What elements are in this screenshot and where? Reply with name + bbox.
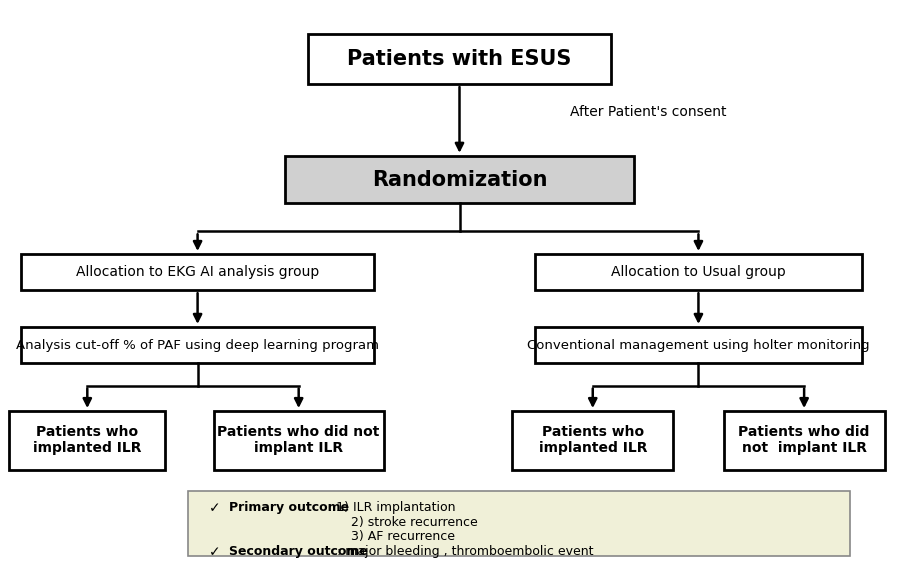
FancyBboxPatch shape	[535, 327, 862, 364]
Text: : major bleeding , thromboembolic event: : major bleeding , thromboembolic event	[337, 545, 594, 558]
Text: Randomization: Randomization	[372, 169, 547, 190]
Text: Patients with ESUS: Patients with ESUS	[347, 49, 572, 69]
Text: Conventional management using holter monitoring: Conventional management using holter mon…	[528, 338, 869, 352]
Text: Primary outcome: Primary outcome	[229, 502, 349, 514]
FancyBboxPatch shape	[188, 491, 850, 555]
Text: : 1) ILR implantation: : 1) ILR implantation	[328, 502, 456, 514]
Text: Allocation to EKG AI analysis group: Allocation to EKG AI analysis group	[76, 265, 319, 279]
Text: ✓: ✓	[209, 502, 221, 515]
Text: 2) stroke recurrence: 2) stroke recurrence	[351, 516, 478, 529]
FancyBboxPatch shape	[724, 411, 884, 470]
Text: Patients who did
not  implant ILR: Patients who did not implant ILR	[739, 425, 869, 456]
FancyBboxPatch shape	[513, 411, 673, 470]
FancyBboxPatch shape	[308, 34, 611, 84]
FancyBboxPatch shape	[9, 411, 165, 470]
FancyBboxPatch shape	[213, 411, 384, 470]
Text: Secondary outcome: Secondary outcome	[229, 545, 368, 558]
Text: Patients who
implanted ILR: Patients who implanted ILR	[539, 425, 647, 456]
Text: 3) AF recurrence: 3) AF recurrence	[351, 531, 455, 544]
Text: Analysis cut-off % of PAF using deep learning program: Analysis cut-off % of PAF using deep lea…	[17, 338, 379, 352]
Text: After Patient's consent: After Patient's consent	[570, 105, 726, 119]
FancyBboxPatch shape	[285, 156, 634, 203]
Text: Allocation to Usual group: Allocation to Usual group	[611, 265, 786, 279]
FancyBboxPatch shape	[20, 327, 375, 364]
Text: Patients who
implanted ILR: Patients who implanted ILR	[33, 425, 142, 456]
FancyBboxPatch shape	[20, 254, 375, 291]
Text: Patients who did not
implant ILR: Patients who did not implant ILR	[218, 425, 380, 456]
FancyBboxPatch shape	[535, 254, 862, 291]
Text: ✓: ✓	[209, 545, 221, 559]
